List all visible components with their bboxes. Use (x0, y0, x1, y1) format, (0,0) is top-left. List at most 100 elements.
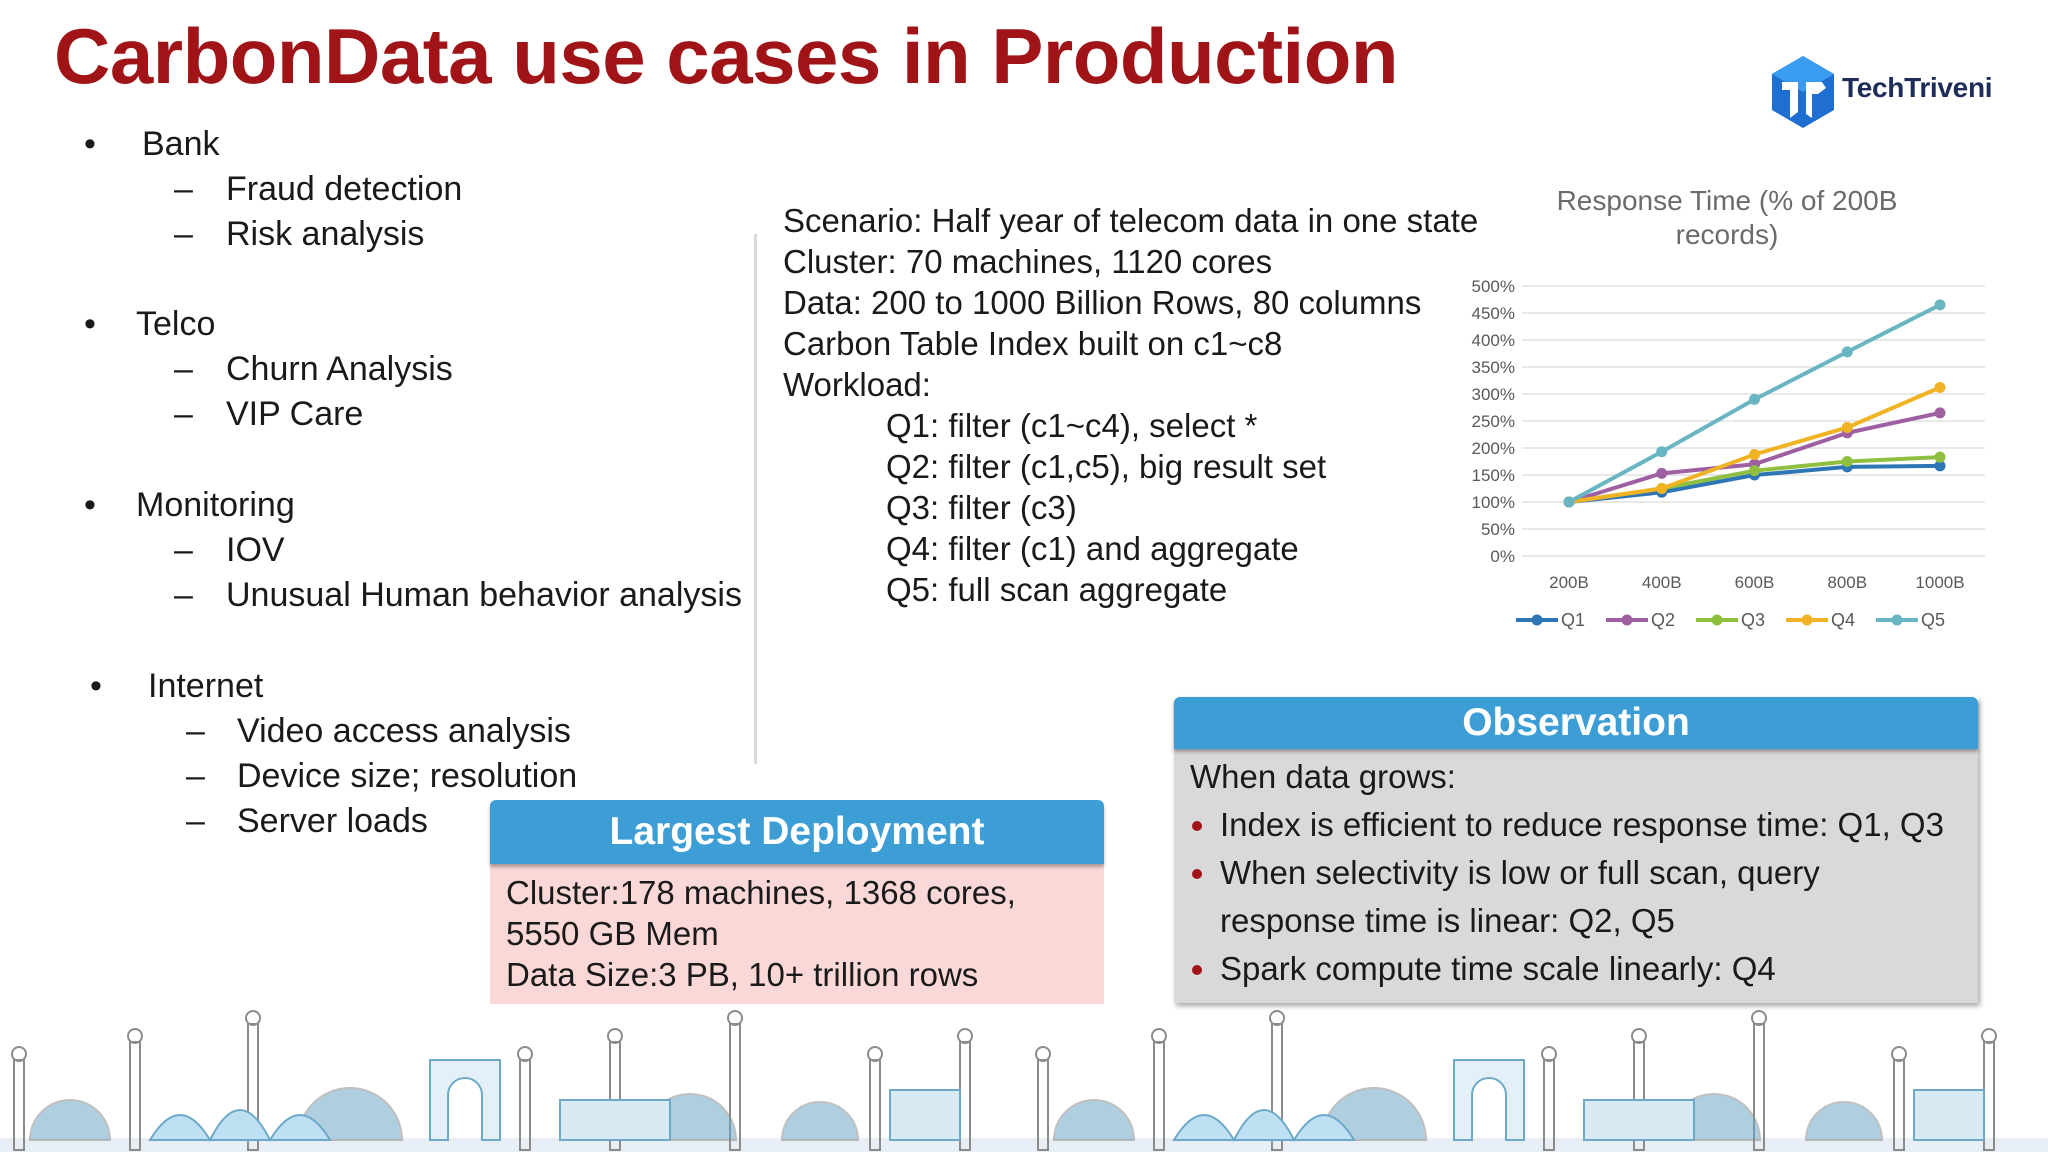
skyline-building (889, 1089, 961, 1141)
y-tick-label: 500% (1472, 277, 1515, 296)
dash-marker: – (186, 802, 205, 840)
deployment-line: 5550 GB Mem (506, 915, 719, 952)
x-tick-label: 800B (1827, 573, 1867, 592)
data-point-q3 (1934, 451, 1946, 463)
slide-title: CarbonData use cases in Production (54, 12, 1399, 100)
observation-text: Index is efficient to reduce response ti… (1220, 806, 1944, 843)
data-point-q4 (1749, 448, 1760, 460)
observation-box: Observation When data grows: Index is ef… (1174, 697, 1978, 1003)
workload-query: Q5: full scan aggregate (886, 571, 1228, 608)
dash-marker: – (186, 712, 205, 750)
legend-label: Q3 (1741, 610, 1765, 630)
y-tick-label: 50% (1481, 520, 1515, 539)
skyline-dome (28, 1099, 112, 1141)
skyline-minaret-dome (1631, 1028, 1647, 1044)
skyline-minaret-dome (1269, 1010, 1285, 1026)
skyline-minaret-dome (957, 1028, 973, 1044)
use-case-item: Video access analysis (237, 712, 571, 750)
skyline-minaret-dome (1035, 1046, 1051, 1062)
data-point-q5 (1656, 446, 1668, 458)
bullet-marker: • (84, 125, 96, 163)
skyline-minaret-dome (517, 1046, 533, 1062)
legend-swatch-marker (1891, 614, 1903, 626)
use-case-label: Bank (142, 125, 220, 163)
dash-marker: – (174, 215, 193, 253)
y-tick-label: 350% (1472, 358, 1515, 377)
dash-marker: – (174, 531, 193, 569)
observation-body: When data grows: Index is efficient to r… (1174, 749, 1978, 1003)
skyline-minaret-dome (727, 1010, 743, 1026)
y-tick-label: 450% (1472, 304, 1515, 323)
city-skyline-illustration (0, 1010, 2048, 1152)
use-case-item: Unusual Human behavior analysis (226, 576, 742, 614)
x-tick-label: 1000B (1915, 573, 1964, 592)
skyline-minaret-dome (1981, 1028, 1997, 1044)
legend-label: Q4 (1831, 610, 1855, 630)
observation-item: Spark compute time scale linearly: Q4 (1190, 945, 1962, 993)
data-point-q1 (1934, 460, 1946, 472)
y-tick-label: 150% (1472, 466, 1515, 485)
skyline-minaret (1983, 1041, 1995, 1151)
skyline-minaret-dome (1151, 1028, 1167, 1044)
bullet-dot-icon (1192, 821, 1202, 831)
x-tick-label: 600B (1735, 573, 1775, 592)
use-case-item: Server loads (237, 802, 428, 840)
observation-item: When selectivity is low or full scan, qu… (1190, 849, 1962, 945)
dash-marker: – (174, 350, 193, 388)
skyline-lotus-temple (1172, 1109, 1356, 1143)
observation-list: Index is efficient to reduce response ti… (1190, 801, 1962, 993)
skyline-minaret (1543, 1059, 1555, 1151)
observation-text: Spark compute time scale linearly: Q4 (1220, 950, 1776, 987)
skyline-fort-wall (1583, 1099, 1695, 1141)
use-case-label: Telco (136, 305, 216, 343)
skyline-minaret (519, 1059, 531, 1151)
skyline-building (1913, 1089, 1985, 1141)
y-tick-label: 300% (1472, 385, 1515, 404)
dash-marker: – (174, 170, 193, 208)
dash-marker: – (174, 395, 193, 433)
skyline-minaret-dome (1751, 1010, 1767, 1026)
skyline-lotus-temple (148, 1109, 332, 1143)
y-tick-label: 250% (1472, 412, 1515, 431)
workload-query: Q2: filter (c1,c5), big result set (886, 448, 1327, 485)
use-case-label: Internet (148, 667, 264, 705)
chart-title-line: Response Time (% of 200B (1557, 185, 1898, 216)
skyline-ground (0, 1138, 2048, 1152)
data-point-q3 (1749, 465, 1760, 477)
skyline-minaret-dome (1541, 1046, 1557, 1062)
dash-marker: – (174, 576, 193, 614)
scenario-line: Scenario: Half year of telecom data in o… (783, 202, 1479, 239)
use-case-item: Fraud detection (226, 170, 463, 208)
deployment-line: Data Size:3 PB, 10+ trillion rows (506, 956, 979, 993)
scenario-line: Cluster: 70 machines, 1120 cores (783, 243, 1273, 280)
observation-header: Observation (1174, 697, 1978, 749)
skyline-gate-arch (1453, 1059, 1525, 1141)
scenario-line: Carbon Table Index built on c1~c8 (783, 325, 1283, 362)
use-case-label: Monitoring (136, 486, 295, 524)
use-case-item: IOV (226, 531, 285, 569)
skyline-minaret (1893, 1059, 1905, 1151)
largest-deployment-box: Largest Deployment Cluster:178 machines,… (490, 800, 1104, 1004)
skyline-dome (780, 1101, 860, 1141)
bullet-marker: • (84, 486, 96, 524)
deployment-line: Cluster:178 machines, 1368 cores, (506, 874, 1016, 911)
largest-deployment-header: Largest Deployment (490, 800, 1104, 864)
skyline-dome (1052, 1099, 1136, 1141)
data-point-q4 (1656, 483, 1668, 494)
techtriveni-logo: TechTriveni (1768, 52, 1998, 132)
data-point-q5 (1841, 346, 1853, 358)
data-point-q2 (1656, 467, 1668, 479)
data-point-q2 (1934, 407, 1946, 419)
skyline-minaret (129, 1041, 141, 1151)
legend-swatch-marker (1621, 614, 1633, 626)
skyline-minaret-dome (607, 1028, 623, 1044)
scenario-line: Workload: (783, 366, 931, 403)
observation-text: When selectivity is low or full scan, qu… (1220, 854, 1820, 891)
x-tick-label: 200B (1549, 573, 1589, 592)
dash-marker: – (186, 757, 205, 795)
skyline-minaret-dome (1891, 1046, 1907, 1062)
scenario-block: Scenario: Half year of telecom data in o… (783, 200, 1478, 610)
data-point-q4 (1934, 382, 1946, 394)
bullet-marker: • (90, 667, 102, 705)
